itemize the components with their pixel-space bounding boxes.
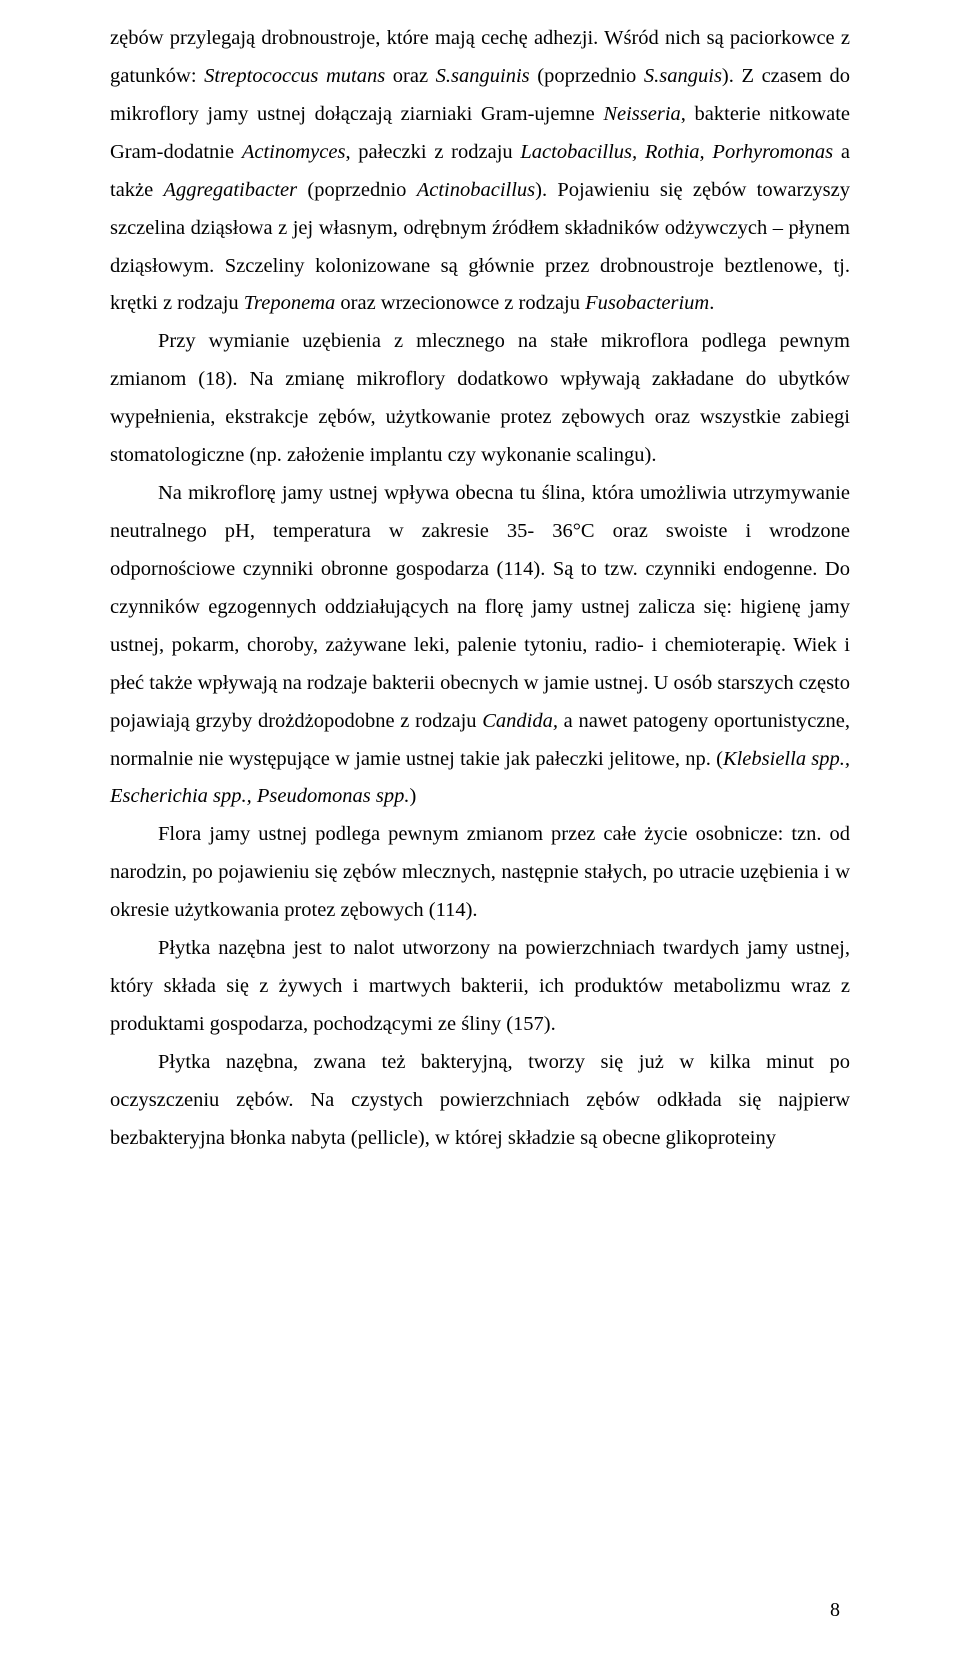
paragraph-4: Flora jamy ustnej podlega pewnym zmianom… — [110, 816, 850, 930]
paragraph-2: Przy wymianie uzębienia z mlecznego na s… — [110, 323, 850, 475]
paragraph-1: zębów przylegają drobnoustroje, które ma… — [110, 20, 850, 323]
text-italic: Actinobacillus — [417, 179, 535, 201]
text-italic: Neisseria — [603, 103, 680, 125]
text-italic: Streptococcus mutans — [204, 65, 385, 87]
text-run: . — [709, 292, 714, 314]
document-page: zębów przylegają drobnoustroje, które ma… — [0, 0, 960, 1662]
text-run: oraz wrzecionowce z rodzaju — [335, 292, 585, 314]
text-run: , pałeczki z rodzaju — [345, 141, 520, 163]
paragraph-5: Płytka nazębna jest to nalot utworzony n… — [110, 930, 850, 1044]
text-italic: S.sanguinis — [436, 65, 530, 87]
text-run: Na mikroflorę jamy ustnej wpływa obecna … — [110, 482, 850, 732]
text-run: (poprzednio — [530, 65, 644, 87]
page-number: 8 — [830, 1599, 840, 1622]
text-italic: Treponema — [244, 292, 336, 314]
text-run: ) — [410, 785, 417, 807]
text-run: (poprzednio — [297, 179, 417, 201]
text-italic: Lactobacillus, Rothia, Porhyromonas — [520, 141, 833, 163]
paragraph-3: Na mikroflorę jamy ustnej wpływa obecna … — [110, 475, 850, 816]
text-italic: Fusobacterium — [585, 292, 709, 314]
text-italic: Aggregatibacter — [164, 179, 298, 201]
text-italic: S.sanguis — [644, 65, 722, 87]
text-italic: Candida, — [482, 710, 558, 732]
text-run: oraz — [385, 65, 435, 87]
text-italic: Actinomyces — [242, 141, 346, 163]
paragraph-6: Płytka nazębna, zwana też bakteryjną, tw… — [110, 1044, 850, 1158]
